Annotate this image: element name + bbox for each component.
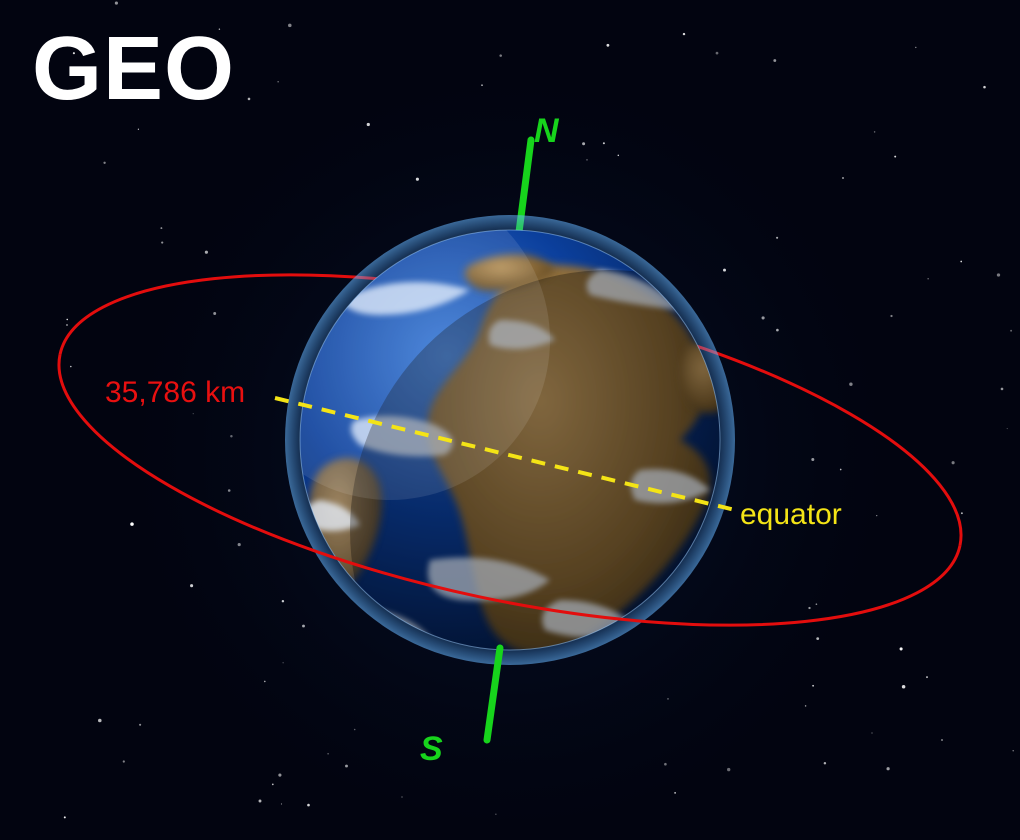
equator-label: equator bbox=[740, 498, 842, 532]
scene-svg bbox=[0, 0, 1020, 840]
distance-label: 35,786 km bbox=[105, 376, 245, 410]
north-label: N bbox=[534, 112, 559, 151]
title: GEO bbox=[32, 18, 235, 121]
south-label: S bbox=[420, 730, 443, 769]
diagram-stage: GEO 35,786 km equator N S bbox=[0, 0, 1020, 840]
